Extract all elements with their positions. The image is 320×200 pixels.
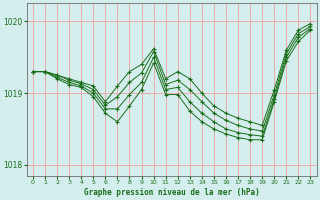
X-axis label: Graphe pression niveau de la mer (hPa): Graphe pression niveau de la mer (hPa) (84, 188, 260, 197)
